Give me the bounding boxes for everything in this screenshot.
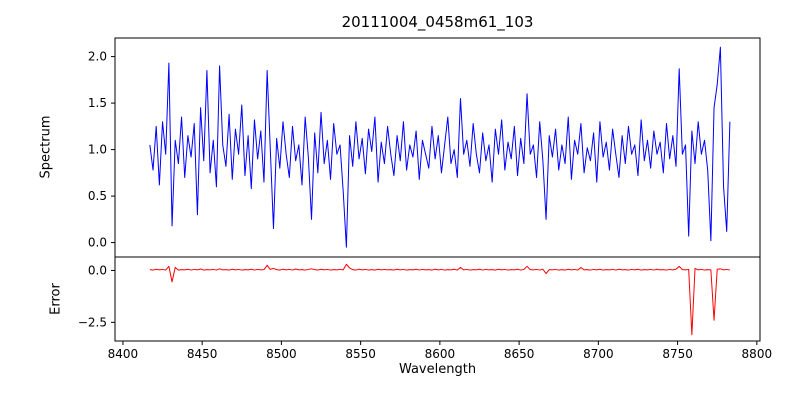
x-tick-label: 8700 <box>583 347 614 361</box>
x-axis-label: Wavelength <box>398 362 477 377</box>
spectrum-series-line <box>149 46 731 248</box>
x-tick-label: 8550 <box>345 347 376 361</box>
y-tick-label: 0.0 <box>88 236 107 250</box>
x-tick-label: 8750 <box>662 347 693 361</box>
x-tick-label: 8800 <box>742 347 773 361</box>
y-tick-label: 0.5 <box>88 189 107 203</box>
y-tick-label: 0.0 <box>88 263 107 277</box>
x-tick-label: 8450 <box>187 347 218 361</box>
y-tick-label: −2.5 <box>78 315 107 329</box>
y-tick-label: 1.5 <box>88 96 107 110</box>
y-tick-label: 2.0 <box>88 50 107 64</box>
error-series-line <box>149 263 730 336</box>
y-tick-label: 1.0 <box>88 143 107 157</box>
spectrum-axes-frame <box>114 37 761 258</box>
error-axes-frame <box>114 256 761 342</box>
x-tick-label: 8650 <box>504 347 535 361</box>
x-tick-label: 8600 <box>425 347 456 361</box>
x-tick-label: 8400 <box>108 347 139 361</box>
chart-title: 20111004_0458m61_103 <box>341 13 534 31</box>
x-tick-label: 8500 <box>266 347 297 361</box>
